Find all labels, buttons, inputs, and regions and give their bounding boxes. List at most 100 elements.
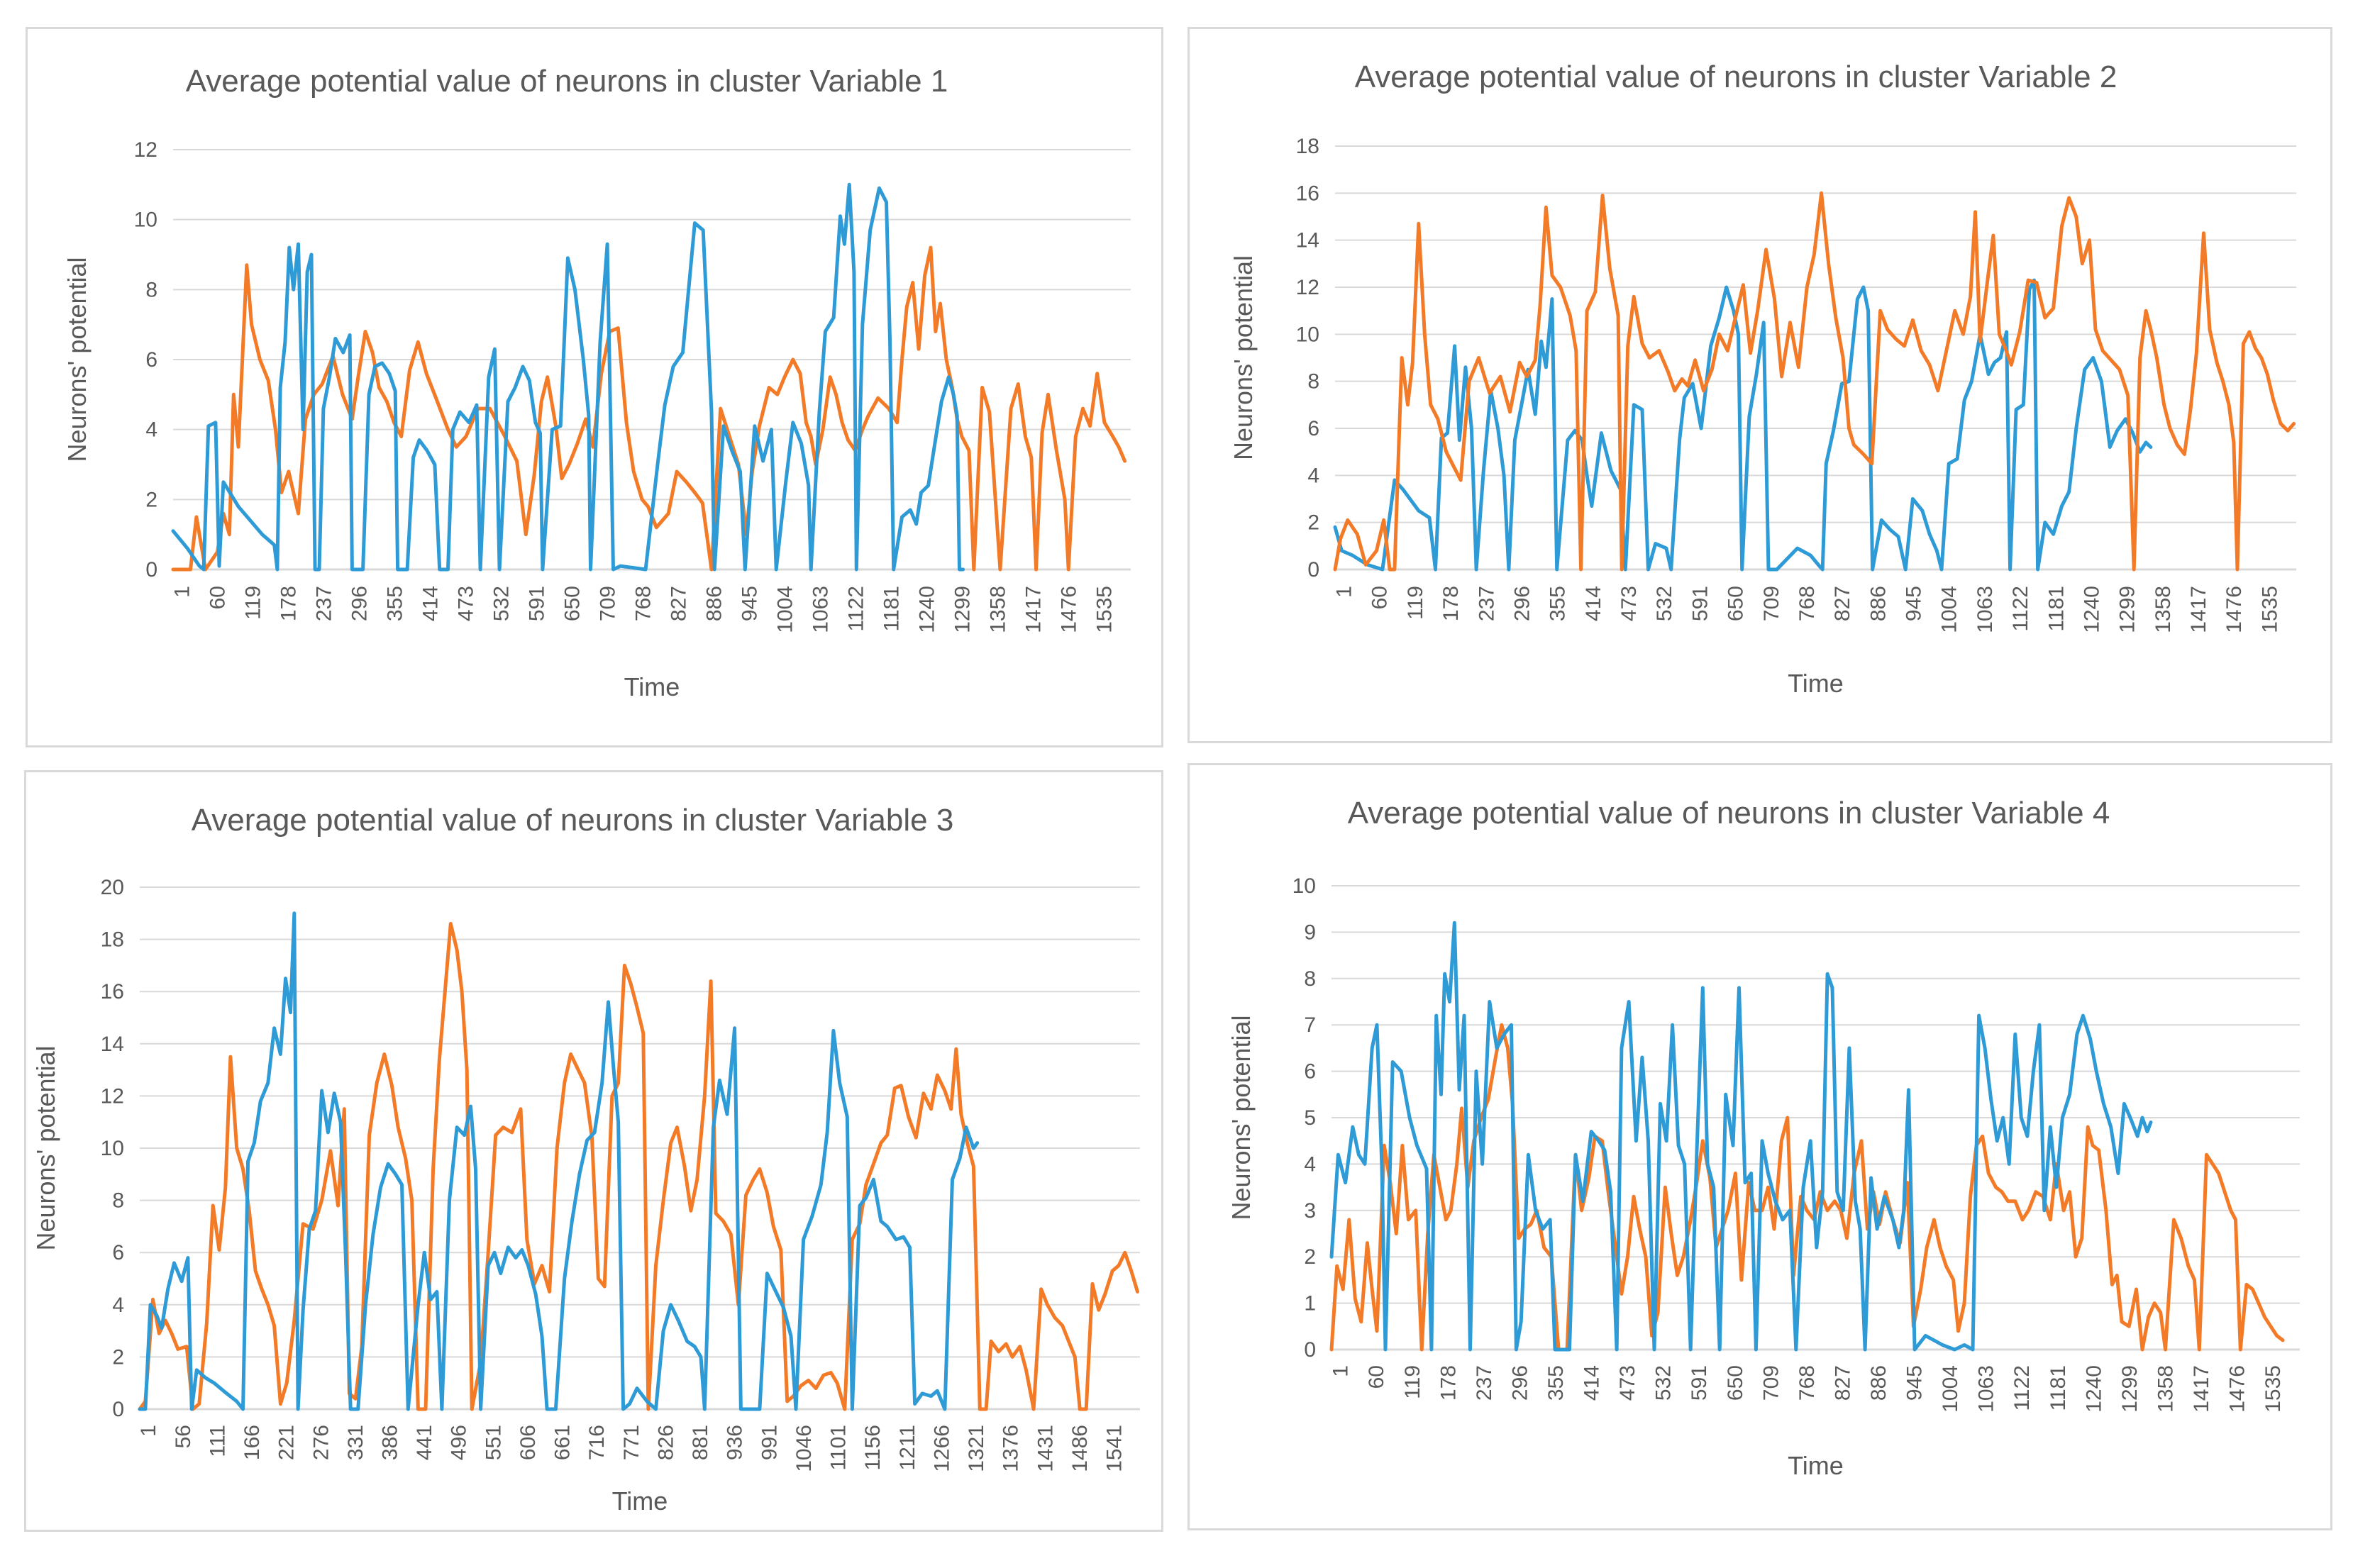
x-tick-label: 551 bbox=[482, 1425, 505, 1460]
x-axis-title: Time bbox=[624, 672, 680, 701]
x-tick-label: 945 bbox=[1903, 586, 1926, 621]
x-tick-label: 532 bbox=[490, 586, 514, 621]
y-tick-label: 16 bbox=[1296, 182, 1319, 205]
y-tick-label: 6 bbox=[1304, 1060, 1316, 1084]
y-tick-label: 20 bbox=[101, 876, 124, 899]
y-tick-label: 2 bbox=[1307, 511, 1319, 535]
x-tick-label: 1004 bbox=[774, 586, 797, 633]
x-tick-label: 237 bbox=[1473, 1365, 1496, 1401]
x-tick-label: 1 bbox=[1333, 586, 1356, 598]
y-tick-label: 8 bbox=[145, 278, 157, 301]
chart-title: Average potential value of neurons in cl… bbox=[192, 803, 954, 838]
y-tick-label: 0 bbox=[112, 1398, 124, 1421]
y-tick-label: 18 bbox=[101, 928, 124, 952]
x-tick-label: 473 bbox=[1616, 1365, 1639, 1401]
x-tick-label: 1240 bbox=[2080, 586, 2103, 633]
x-tick-label: 1321 bbox=[965, 1425, 988, 1472]
x-tick-label: 221 bbox=[275, 1425, 299, 1460]
blue-series-line bbox=[138, 911, 980, 1411]
x-tick-label: 1541 bbox=[1103, 1425, 1126, 1472]
x-axis-title: Time bbox=[1788, 669, 1844, 698]
x-tick-label: 709 bbox=[1760, 586, 1783, 621]
x-tick-label: 473 bbox=[455, 586, 478, 621]
x-tick-label: 606 bbox=[516, 1425, 540, 1460]
x-tick-label: 1181 bbox=[880, 586, 904, 632]
y-tick-label: 14 bbox=[1296, 229, 1319, 252]
chart-2: Average potential value of neurons in cl… bbox=[1229, 60, 2296, 698]
x-tick-label: 1476 bbox=[1058, 586, 1081, 633]
y-tick-label: 10 bbox=[134, 208, 157, 232]
x-tick-label: 496 bbox=[448, 1425, 471, 1460]
y-tick-label: 12 bbox=[134, 138, 157, 162]
x-tick-label: 650 bbox=[1724, 586, 1748, 621]
y-tick-label: 6 bbox=[1307, 417, 1319, 440]
y-axis-title: Neurons' potential bbox=[31, 1045, 60, 1250]
x-tick-label: 827 bbox=[1831, 1365, 1854, 1401]
x-tick-label: 1299 bbox=[951, 586, 975, 633]
x-tick-label: 111 bbox=[206, 1425, 229, 1457]
x-tick-label: 1240 bbox=[2082, 1365, 2105, 1413]
y-tick-label: 6 bbox=[112, 1241, 124, 1264]
x-tick-label: 60 bbox=[1368, 586, 1392, 609]
y-tick-label: 6 bbox=[145, 348, 157, 372]
x-tick-label: 1046 bbox=[792, 1425, 816, 1472]
y-tick-label: 0 bbox=[1307, 558, 1319, 582]
x-tick-label: 1486 bbox=[1068, 1425, 1092, 1472]
x-tick-label: 1417 bbox=[1022, 586, 1046, 633]
x-tick-label: 276 bbox=[309, 1425, 333, 1460]
x-tick-label: 1358 bbox=[2154, 1365, 2177, 1413]
blue-series-line bbox=[1329, 921, 2153, 1352]
x-tick-label: 1476 bbox=[2222, 586, 2246, 633]
x-tick-label: 650 bbox=[1724, 1365, 1747, 1401]
y-tick-label: 12 bbox=[1296, 276, 1319, 299]
x-tick-label: 296 bbox=[1510, 586, 1534, 621]
x-tick-label: 1 bbox=[171, 586, 194, 598]
x-tick-label: 178 bbox=[1436, 1365, 1460, 1401]
x-tick-label: 886 bbox=[703, 586, 726, 621]
blue-series-line bbox=[171, 182, 965, 572]
x-tick-label: 1122 bbox=[2009, 586, 2032, 632]
x-tick-label: 1266 bbox=[930, 1425, 953, 1472]
y-tick-label: 4 bbox=[1307, 464, 1319, 487]
x-tick-label: 991 bbox=[758, 1425, 781, 1460]
y-tick-label: 3 bbox=[1304, 1199, 1316, 1223]
y-axis-title: Neurons' potential bbox=[1227, 1015, 1256, 1220]
x-tick-label: 1535 bbox=[1093, 586, 1117, 633]
x-tick-label: 1 bbox=[1329, 1365, 1353, 1377]
y-tick-label: 8 bbox=[1304, 967, 1316, 991]
x-tick-label: 56 bbox=[172, 1425, 195, 1448]
x-tick-label: 709 bbox=[597, 586, 620, 621]
x-tick-label: 119 bbox=[1401, 1365, 1424, 1399]
chart-title: Average potential value of neurons in cl… bbox=[186, 64, 948, 99]
x-tick-label: 1240 bbox=[916, 586, 939, 633]
x-tick-label: 532 bbox=[1652, 1365, 1676, 1401]
x-tick-label: 936 bbox=[724, 1425, 747, 1460]
y-tick-label: 12 bbox=[101, 1084, 124, 1108]
x-tick-label: 1063 bbox=[1973, 586, 1997, 633]
orange-series-line bbox=[1329, 1023, 2285, 1352]
x-tick-label: 166 bbox=[240, 1425, 264, 1460]
x-tick-label: 355 bbox=[1546, 586, 1570, 621]
x-tick-label: 414 bbox=[1582, 586, 1605, 621]
x-tick-label: 945 bbox=[1903, 1365, 1927, 1401]
x-tick-label: 1535 bbox=[2261, 1365, 2285, 1413]
x-tick-label: 881 bbox=[689, 1425, 712, 1460]
x-tick-label: 473 bbox=[1617, 586, 1641, 621]
chart-title: Average potential value of neurons in cl… bbox=[1348, 796, 2110, 830]
x-tick-label: 1376 bbox=[1000, 1425, 1023, 1472]
x-tick-label: 886 bbox=[1867, 1365, 1890, 1401]
y-tick-label: 0 bbox=[1304, 1338, 1316, 1362]
x-tick-label: 414 bbox=[1580, 1365, 1604, 1401]
x-tick-label: 1101 bbox=[827, 1425, 851, 1471]
y-tick-label: 2 bbox=[1304, 1245, 1316, 1269]
x-tick-label: 1358 bbox=[2152, 586, 2175, 633]
x-tick-label: 768 bbox=[1795, 586, 1819, 621]
x-tick-label: 178 bbox=[1439, 586, 1463, 621]
blue-series-line bbox=[1333, 278, 2153, 572]
x-tick-label: 1156 bbox=[861, 1425, 885, 1471]
y-tick-label: 4 bbox=[112, 1294, 124, 1317]
x-tick-label: 591 bbox=[526, 586, 549, 621]
chart-panel-3: Average potential value of neurons in cl… bbox=[24, 770, 1163, 1532]
x-tick-label: 591 bbox=[1688, 586, 1712, 621]
x-tick-label: 60 bbox=[1365, 1365, 1388, 1389]
